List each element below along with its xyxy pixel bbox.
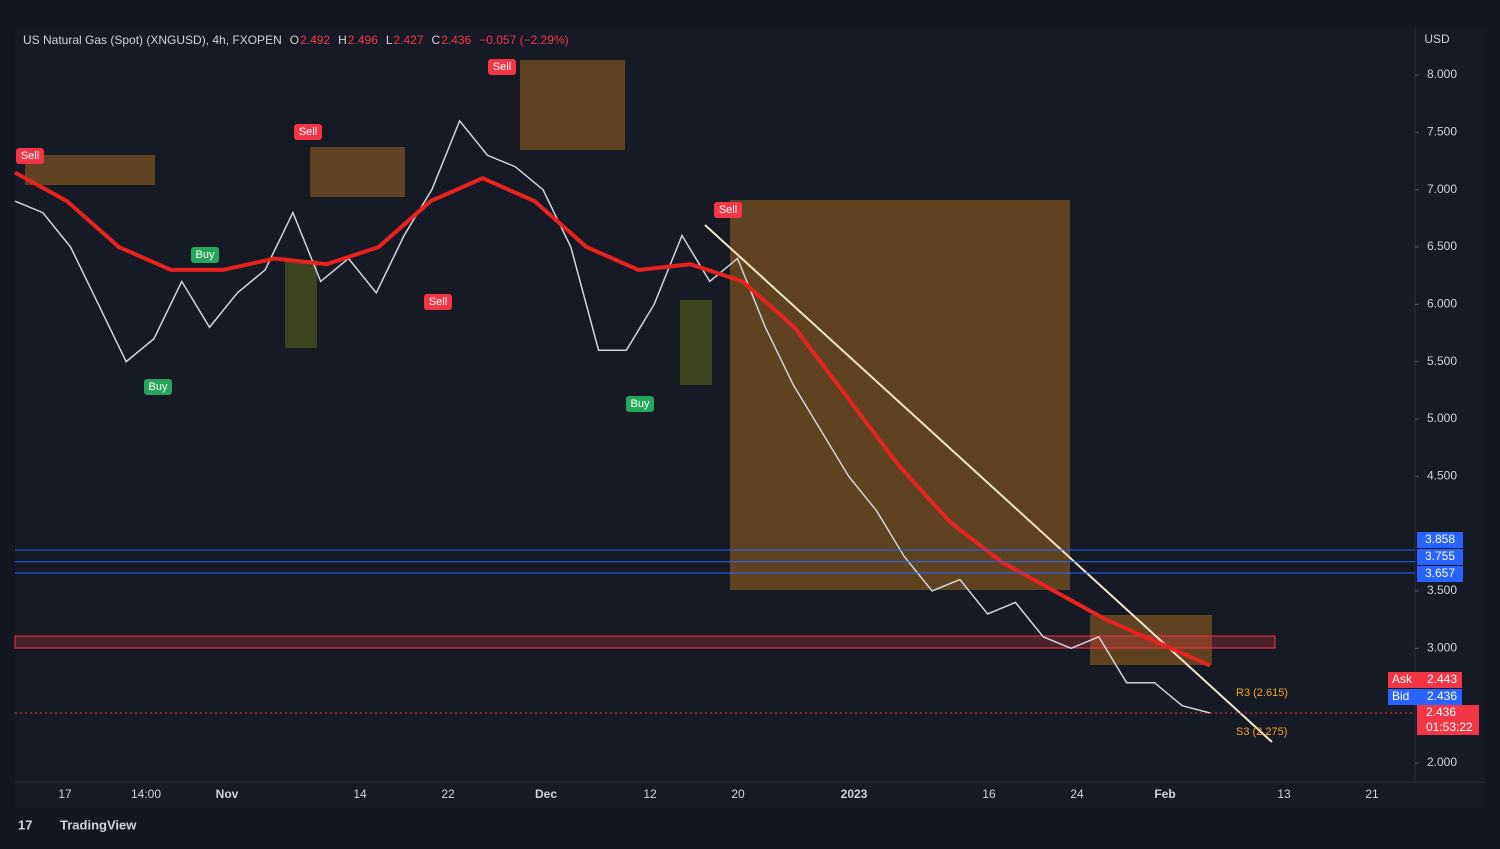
- signal-badge: [294, 124, 322, 140]
- trend-line: [704, 224, 1273, 743]
- x-tick-label: 21: [1365, 787, 1379, 801]
- ohlc-value: 2.427: [394, 33, 424, 47]
- price-tag-label: 3.755: [1425, 549, 1455, 563]
- y-tick-label: 6.000: [1427, 297, 1457, 311]
- symbol: US Natural Gas (Spot) (XNGUSD), 4h, FXOP…: [23, 33, 282, 47]
- x-tick-label: 13: [1277, 787, 1291, 801]
- header: US Natural Gas (Spot) (XNGUSD), 4h, FXOP…: [23, 33, 282, 47]
- ask-value: 2.443: [1427, 672, 1457, 686]
- last-price-label: 2.436: [1426, 705, 1456, 719]
- position-box: [730, 200, 1070, 590]
- signal-label: Buy: [149, 381, 168, 393]
- countdown: 01:53:22: [1426, 720, 1473, 734]
- signal-label: Sell: [21, 150, 39, 162]
- bid-value: 2.436: [1427, 689, 1457, 703]
- signal-label: Sell: [493, 61, 511, 73]
- signal-badge: [16, 148, 44, 164]
- price-tag-label: 3.858: [1425, 532, 1455, 546]
- price-tag: [1417, 705, 1479, 735]
- y-tick-label: 3.000: [1427, 641, 1457, 655]
- price-tag: [1417, 566, 1463, 582]
- change: −0.057 (−2.29%): [479, 33, 568, 47]
- position-box: [520, 60, 625, 150]
- x-tick-label: 12: [643, 787, 657, 801]
- ohlc-key: C: [432, 33, 441, 47]
- pivot-label: R3 (2.615): [1236, 687, 1288, 699]
- signal-badge: [191, 247, 219, 263]
- y-tick-label: 5.000: [1427, 411, 1457, 425]
- position-box: [310, 147, 405, 197]
- ohlc-value: 2.492: [300, 33, 330, 47]
- position-box: [25, 155, 155, 185]
- position-box: [285, 260, 317, 348]
- x-tick-label: 24: [1070, 787, 1084, 801]
- bid-key: Bid: [1392, 689, 1409, 703]
- resistance-zone: [14, 635, 1276, 649]
- signal-badge: [144, 379, 172, 395]
- signal-badge: [488, 59, 516, 75]
- price-tag: [1417, 549, 1463, 565]
- tag: [1388, 672, 1462, 688]
- price-line: [14, 119, 1211, 714]
- x-tick-label: Nov: [216, 787, 239, 801]
- price-tag-label: 3.657: [1425, 566, 1455, 580]
- chart-panel: [15, 28, 1485, 808]
- x-tick-label: 14:00: [131, 787, 161, 801]
- x-tick-label: 2023: [841, 787, 868, 801]
- y-tick-label: 6.500: [1427, 239, 1457, 253]
- signal-badge: [424, 294, 452, 310]
- x-tick-label: 14: [353, 787, 367, 801]
- signal-badge: [714, 202, 742, 218]
- price-tag: [1417, 532, 1463, 548]
- x-tick-label: 22: [441, 787, 455, 801]
- y-tick-label: 7.500: [1427, 125, 1457, 139]
- x-tick-label: 16: [982, 787, 996, 801]
- ohlc-value: 2.436: [441, 33, 471, 47]
- position-box: [680, 300, 712, 385]
- y-tick-label: 5.500: [1427, 354, 1457, 368]
- brand-logo: 17: [18, 817, 32, 832]
- ohlc-value: 2.496: [348, 33, 378, 47]
- brand: TradingView: [60, 817, 137, 832]
- currency: USD: [1424, 32, 1450, 46]
- ohlc-key: O: [290, 33, 299, 47]
- y-tick-label: 3.500: [1427, 583, 1457, 597]
- position-boxes: [25, 60, 1212, 665]
- x-tick-label: Dec: [535, 787, 557, 801]
- x-tick-label: Feb: [1154, 787, 1175, 801]
- signal-badge: [626, 396, 654, 412]
- ohlc-key: L: [386, 33, 393, 47]
- y-tick-label: 2.000: [1427, 755, 1457, 769]
- y-tick-label: 7.000: [1427, 182, 1457, 196]
- y-tick-label: 8.000: [1427, 67, 1457, 81]
- ask-key: Ask: [1392, 672, 1413, 686]
- signal-label: Sell: [299, 126, 317, 138]
- y-tick-label: 4.500: [1427, 469, 1457, 483]
- signal-label: Buy: [196, 249, 215, 261]
- price-line: [14, 170, 1211, 668]
- x-tick-label: 17: [58, 787, 72, 801]
- tag: [1388, 689, 1462, 705]
- signal-label: Sell: [719, 204, 737, 216]
- signal-label: Sell: [429, 296, 447, 308]
- signal-label: Buy: [631, 398, 650, 410]
- x-tick-label: 20: [731, 787, 745, 801]
- pivot-label: S3 (2.275): [1236, 726, 1287, 738]
- ohlc-key: H: [338, 33, 347, 47]
